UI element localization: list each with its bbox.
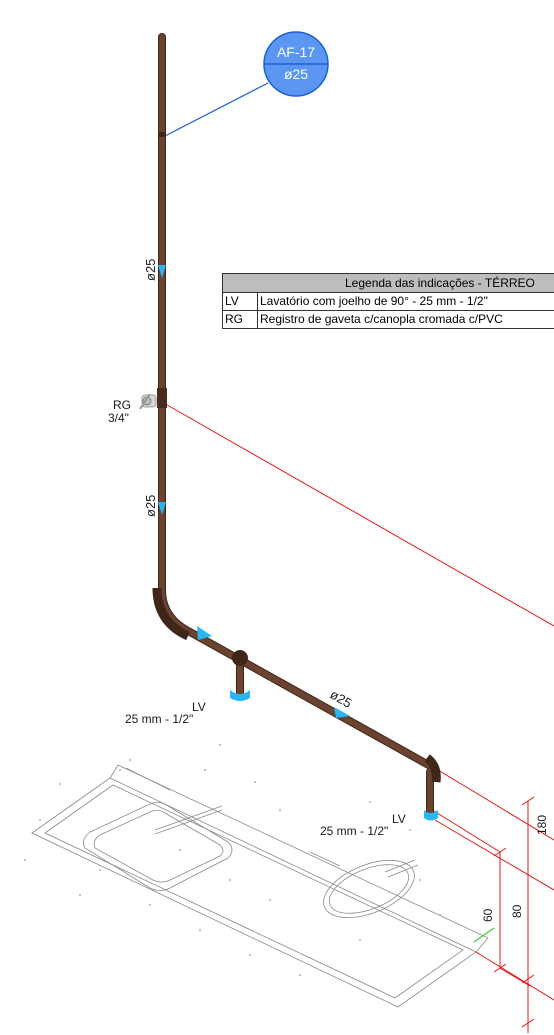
fixture-left-size: 25 mm - 1/2" — [125, 712, 193, 726]
countertop-drawing — [31, 764, 489, 1008]
dimension-lines — [161, 401, 554, 1033]
legend-row-code: RG — [223, 311, 258, 328]
fixture-right-size: 25 mm - 1/2" — [320, 824, 388, 838]
pipe-tag: AF-17 ø25 — [263, 31, 329, 97]
countertop-dots — [24, 744, 441, 976]
dimension-80: 80 — [510, 904, 524, 918]
pipe-label-middle: ø25 — [143, 495, 158, 517]
legend-title: Legenda das indicações - TÉRREO — [223, 274, 554, 293]
pipe-label-upper: ø25 — [143, 259, 158, 281]
dimension-60: 60 — [481, 908, 495, 922]
fixture-right-code: LV — [392, 812, 406, 826]
valve-code-label: RG — [113, 398, 131, 412]
tag-code: AF-17 — [277, 44, 315, 60]
legend-row: RG Registro de gaveta c/canopla cromada … — [223, 311, 554, 328]
legend-row-desc: Lavatório com joelho de 90° - 25 mm - 1/… — [260, 294, 488, 308]
dimension-180: 180 — [535, 815, 549, 835]
green-marker — [473, 927, 495, 943]
legend-row-desc: Registro de gaveta c/canopla cromada c/P… — [260, 312, 503, 326]
tag-leader-line — [162, 82, 269, 138]
valve-icon — [139, 393, 157, 410]
flow-arrows — [158, 265, 350, 718]
tag-diameter: ø25 — [284, 66, 308, 82]
legend-row: LV Lavatório com joelho de 90° - 25 mm -… — [223, 293, 554, 311]
legend-table: Legenda das indicações - TÉRREO LV Lavat… — [222, 273, 554, 329]
valve-size-label: 3/4" — [108, 411, 129, 425]
fixture-left-code: LV — [192, 700, 206, 714]
pipe-network — [158, 33, 438, 819]
legend-row-code: LV — [223, 293, 258, 310]
pipe-fittings — [152, 132, 441, 821]
